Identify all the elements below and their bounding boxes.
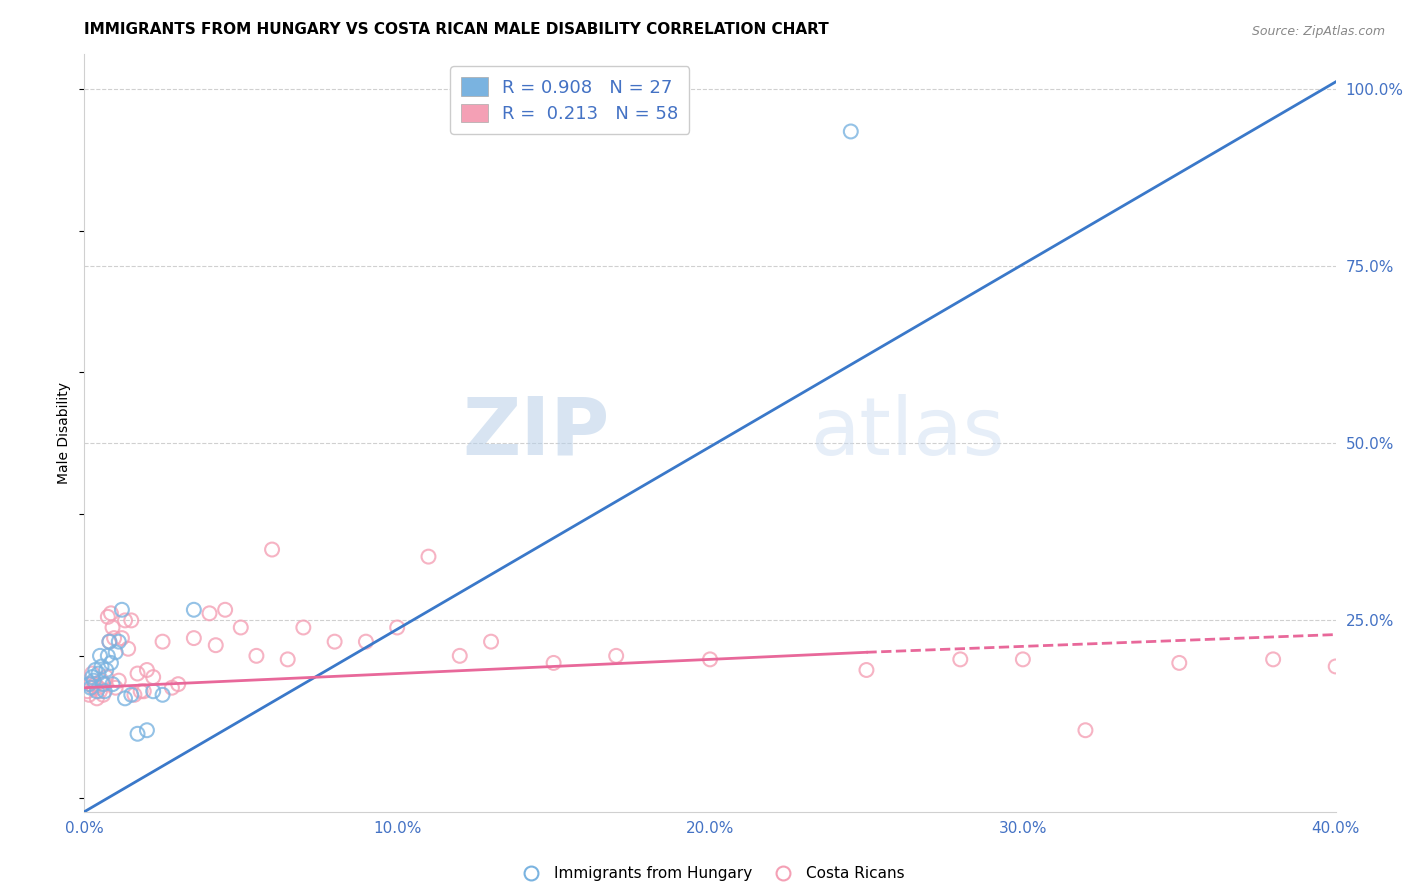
Point	[117, 641, 139, 656]
Point	[214, 603, 236, 617]
Point	[104, 645, 127, 659]
Point	[385, 620, 409, 634]
Point	[132, 684, 155, 698]
Point	[183, 631, 205, 645]
Point	[699, 652, 721, 666]
Point	[127, 666, 149, 681]
Point	[418, 549, 440, 564]
Point	[101, 677, 124, 691]
Point	[855, 663, 877, 677]
Point	[107, 673, 129, 688]
Point	[90, 659, 112, 673]
Point	[1324, 659, 1347, 673]
Point	[114, 691, 136, 706]
Point	[111, 603, 134, 617]
Point	[98, 634, 121, 648]
Point	[183, 603, 205, 617]
Point	[479, 634, 502, 648]
Point	[124, 688, 146, 702]
Point	[167, 677, 190, 691]
Point	[120, 614, 142, 628]
Point	[605, 648, 627, 663]
Point	[245, 648, 267, 663]
Point	[204, 638, 226, 652]
Point	[277, 652, 299, 666]
Point	[91, 688, 114, 702]
Point	[97, 610, 120, 624]
Point	[86, 684, 108, 698]
Point	[93, 677, 115, 691]
Point	[87, 666, 110, 681]
Text: Source: ZipAtlas.com: Source: ZipAtlas.com	[1251, 25, 1385, 38]
Point	[96, 663, 118, 677]
Point	[543, 656, 565, 670]
Point	[100, 607, 122, 621]
Point	[136, 663, 159, 677]
Point	[292, 620, 315, 634]
Point	[100, 656, 122, 670]
Point	[142, 684, 165, 698]
Point	[949, 652, 972, 666]
Point	[152, 688, 174, 702]
Point	[354, 634, 377, 648]
Point	[160, 681, 183, 695]
Point	[91, 677, 114, 691]
Point	[84, 677, 107, 691]
Point	[229, 620, 252, 634]
Point	[129, 684, 152, 698]
Text: IMMIGRANTS FROM HUNGARY VS COSTA RICAN MALE DISABILITY CORRELATION CHART: IMMIGRANTS FROM HUNGARY VS COSTA RICAN M…	[84, 22, 830, 37]
Point	[89, 648, 111, 663]
Point	[76, 684, 98, 698]
Point	[83, 673, 105, 688]
Point	[104, 681, 127, 695]
Point	[839, 124, 862, 138]
Point	[136, 723, 159, 738]
Point	[82, 670, 104, 684]
Point	[449, 648, 471, 663]
Point	[1168, 656, 1191, 670]
Point	[84, 663, 107, 677]
Point	[1263, 652, 1285, 666]
Point	[142, 670, 165, 684]
Point	[152, 634, 174, 648]
Point	[1074, 723, 1097, 738]
Point	[82, 666, 104, 681]
Point	[107, 634, 129, 648]
Point	[96, 670, 118, 684]
Legend: Immigrants from Hungary, Costa Ricans: Immigrants from Hungary, Costa Ricans	[509, 860, 911, 888]
Text: ZIP: ZIP	[463, 393, 610, 472]
Point	[198, 607, 221, 621]
Point	[89, 684, 111, 698]
Point	[86, 691, 108, 706]
Point	[77, 677, 100, 691]
Y-axis label: Male Disability: Male Disability	[58, 382, 72, 483]
Point	[79, 681, 101, 695]
Text: atlas: atlas	[810, 393, 1004, 472]
Point	[1012, 652, 1035, 666]
Point	[111, 631, 134, 645]
Point	[103, 631, 125, 645]
Point	[98, 634, 121, 648]
Point	[127, 727, 149, 741]
Point	[77, 688, 100, 702]
Point	[90, 673, 112, 688]
Point	[323, 634, 346, 648]
Point	[87, 681, 110, 695]
Point	[262, 542, 284, 557]
Point	[93, 684, 115, 698]
Point	[114, 614, 136, 628]
Point	[97, 648, 120, 663]
Point	[79, 677, 101, 691]
Point	[83, 681, 105, 695]
Point	[101, 620, 124, 634]
Point	[120, 688, 142, 702]
